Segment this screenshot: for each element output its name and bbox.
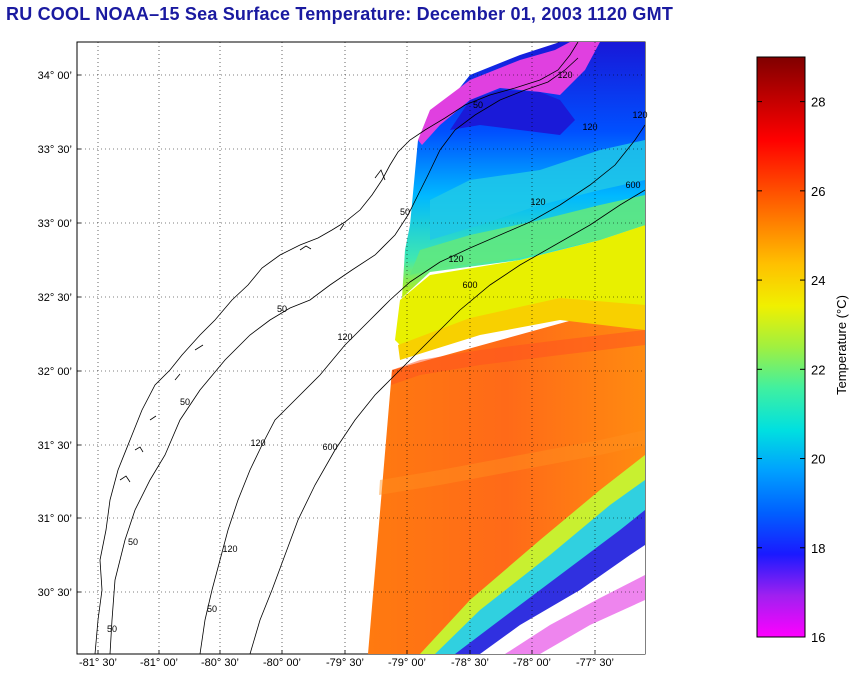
coastal-magenta [418, 42, 600, 145]
contour-label: 50 [107, 624, 117, 634]
lon-label: -78° 00’ [513, 657, 551, 669]
contour-label: 600 [625, 180, 640, 190]
contour-label: 120 [530, 197, 545, 207]
contour-label: 120 [632, 110, 647, 120]
graticule [77, 42, 645, 654]
chart-title: RU COOL NOAA–15 Sea Surface Temperature:… [6, 4, 674, 24]
contour-label: 50 [400, 207, 410, 217]
lat-label: 31° 30’ [38, 440, 72, 452]
lat-label: 34° 00’ [38, 70, 72, 82]
lat-label: 32° 00’ [38, 366, 72, 378]
latitude-labels: 34° 00’ 33° 30’ 33° 00’ 32° 30’ 32° 00’ 31° 3… [38, 70, 72, 599]
lon-label: -80° 30’ [201, 657, 239, 669]
contour-label: 50 [180, 397, 190, 407]
lon-label: -77° 30’ [576, 657, 614, 669]
colorbar-tick-label: 24 [811, 273, 825, 288]
lat-label: 32° 30’ [38, 292, 72, 304]
contour-label: 50 [128, 537, 138, 547]
contour-label: 120 [582, 122, 597, 132]
coastline [94, 42, 579, 654]
colorbar-tick-label: 22 [811, 362, 825, 377]
sst-field [368, 42, 645, 654]
lon-label: -81° 00’ [140, 657, 178, 669]
lon-label: -80° 00’ [263, 657, 301, 669]
colorbar-tick-label: 26 [811, 184, 825, 199]
colorbar-tick-label: 18 [811, 541, 825, 556]
contour-label: 50 [473, 100, 483, 110]
contour-label: 120 [222, 544, 237, 554]
lon-label: -79° 30’ [326, 657, 364, 669]
lon-label: -79° 00’ [388, 657, 426, 669]
lat-label: 33° 30’ [38, 144, 72, 156]
contour-label: 50 [207, 604, 217, 614]
contour-label: 120 [337, 332, 352, 342]
longitude-labels: -81° 30’ -81° 00’ -80° 30’ -80° 00’ -79° 30’… [79, 657, 614, 669]
contour-50 [109, 57, 579, 654]
lon-label: -78° 30’ [451, 657, 489, 669]
contour-labels: 50 120 600 50 120 600 50 120 600 50 120 120 50 120 50 5… [107, 70, 648, 634]
lat-label: 30° 30’ [38, 587, 72, 599]
colorbar-tick-label: 16 [811, 630, 825, 645]
colorbar-tick-label: 28 [811, 95, 825, 110]
contour-label: 120 [250, 438, 265, 448]
contour-label: 600 [462, 280, 477, 290]
contour-label: 600 [322, 442, 337, 452]
contour-label: 120 [448, 254, 463, 264]
colorbar-label: Temperature (°C) [834, 295, 849, 395]
lat-label: 31° 00’ [38, 513, 72, 525]
lat-label: 33° 00’ [38, 218, 72, 230]
coastline-and-contours [94, 42, 645, 654]
contour-label: 120 [557, 70, 572, 80]
colorbar [756, 56, 806, 638]
lon-label: -81° 30’ [79, 657, 117, 669]
colorbar-ticks: 28 26 24 22 20 18 16 [757, 95, 825, 645]
contour-120 [199, 124, 645, 654]
transition-band [395, 225, 645, 345]
contour-label: 50 [277, 304, 287, 314]
colorbar-tick-label: 20 [811, 452, 825, 467]
contour-600 [249, 189, 645, 654]
